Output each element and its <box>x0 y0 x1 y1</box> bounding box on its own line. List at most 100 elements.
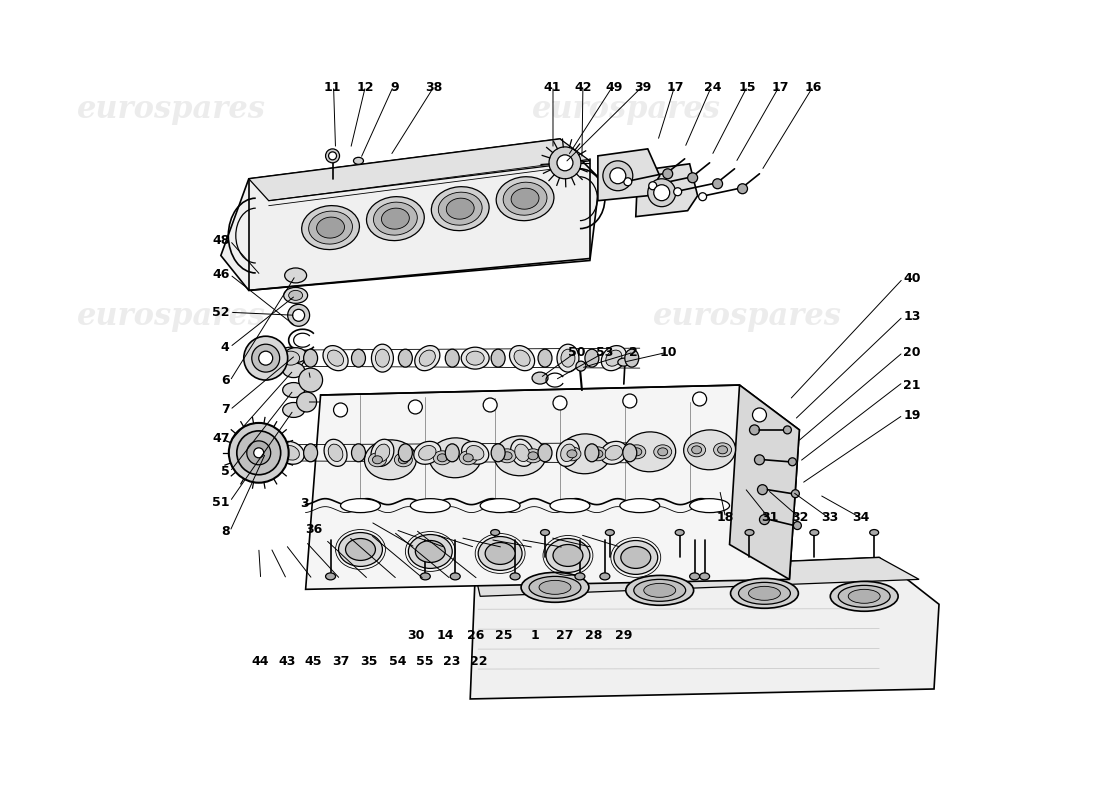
Ellipse shape <box>515 444 529 462</box>
Text: 43: 43 <box>278 655 296 668</box>
Text: 14: 14 <box>437 629 454 642</box>
Ellipse shape <box>605 530 614 535</box>
Ellipse shape <box>559 434 610 474</box>
Ellipse shape <box>600 573 609 580</box>
Circle shape <box>326 149 340 163</box>
Ellipse shape <box>524 449 542 462</box>
Text: 8: 8 <box>221 525 230 538</box>
Circle shape <box>549 147 581 178</box>
Ellipse shape <box>575 573 585 580</box>
Polygon shape <box>470 558 939 699</box>
Ellipse shape <box>561 349 575 367</box>
Ellipse shape <box>634 579 685 602</box>
Text: eurospares: eurospares <box>653 301 842 332</box>
Ellipse shape <box>466 446 484 460</box>
Ellipse shape <box>366 197 425 241</box>
Ellipse shape <box>521 572 588 602</box>
Ellipse shape <box>625 349 639 367</box>
Ellipse shape <box>509 346 535 370</box>
Ellipse shape <box>264 349 277 367</box>
Ellipse shape <box>284 287 308 303</box>
Ellipse shape <box>561 444 575 462</box>
Ellipse shape <box>438 454 448 462</box>
Text: 16: 16 <box>804 81 822 94</box>
Text: 12: 12 <box>356 81 374 94</box>
Ellipse shape <box>585 444 598 462</box>
Text: 36: 36 <box>306 522 323 536</box>
Ellipse shape <box>283 402 305 418</box>
Circle shape <box>236 431 280 474</box>
Ellipse shape <box>538 349 552 367</box>
Ellipse shape <box>375 349 389 367</box>
Ellipse shape <box>328 350 343 366</box>
Text: 6: 6 <box>221 374 230 387</box>
Text: 10: 10 <box>660 346 678 358</box>
Circle shape <box>783 426 791 434</box>
Ellipse shape <box>717 446 727 454</box>
Ellipse shape <box>738 582 791 604</box>
Text: 47: 47 <box>212 432 230 445</box>
Text: 50: 50 <box>568 346 585 358</box>
Circle shape <box>713 178 723 189</box>
Polygon shape <box>475 558 920 596</box>
Circle shape <box>755 455 764 465</box>
Text: 30: 30 <box>407 629 425 642</box>
Text: 29: 29 <box>615 629 632 642</box>
Ellipse shape <box>447 198 474 219</box>
Ellipse shape <box>461 347 490 369</box>
Circle shape <box>297 392 317 412</box>
Ellipse shape <box>628 445 646 458</box>
Ellipse shape <box>446 349 459 367</box>
Ellipse shape <box>745 530 754 535</box>
Ellipse shape <box>557 439 580 466</box>
Text: 28: 28 <box>585 629 603 642</box>
Text: 21: 21 <box>903 379 921 392</box>
Text: 33: 33 <box>822 511 838 525</box>
Ellipse shape <box>848 590 880 603</box>
Ellipse shape <box>285 268 307 283</box>
Ellipse shape <box>684 430 736 470</box>
Ellipse shape <box>838 586 890 607</box>
Circle shape <box>749 425 759 435</box>
Ellipse shape <box>553 545 583 566</box>
Ellipse shape <box>585 349 598 367</box>
Circle shape <box>557 155 573 170</box>
Ellipse shape <box>588 447 607 461</box>
Ellipse shape <box>485 542 515 565</box>
Text: 31: 31 <box>761 511 778 525</box>
Ellipse shape <box>514 350 530 366</box>
Ellipse shape <box>566 450 576 458</box>
Ellipse shape <box>557 344 579 372</box>
Ellipse shape <box>529 576 581 598</box>
Text: 2: 2 <box>629 346 638 358</box>
Text: 24: 24 <box>704 81 722 94</box>
Ellipse shape <box>288 290 302 300</box>
Ellipse shape <box>478 537 522 570</box>
Polygon shape <box>221 139 600 290</box>
Ellipse shape <box>345 538 375 561</box>
Polygon shape <box>636 164 697 217</box>
Text: 11: 11 <box>324 81 341 94</box>
Ellipse shape <box>364 440 416 480</box>
Ellipse shape <box>433 451 451 465</box>
Ellipse shape <box>496 177 554 221</box>
Circle shape <box>293 310 305 322</box>
Ellipse shape <box>538 444 552 462</box>
Ellipse shape <box>352 349 365 367</box>
Ellipse shape <box>870 530 879 535</box>
Circle shape <box>603 161 632 190</box>
Ellipse shape <box>466 351 484 365</box>
Text: 54: 54 <box>388 655 406 668</box>
Ellipse shape <box>631 448 641 456</box>
Text: 41: 41 <box>543 81 561 94</box>
Text: eurospares: eurospares <box>77 301 266 332</box>
Ellipse shape <box>494 436 546 476</box>
Polygon shape <box>249 139 590 201</box>
Ellipse shape <box>326 573 336 580</box>
Ellipse shape <box>620 546 651 569</box>
Ellipse shape <box>446 444 459 462</box>
Circle shape <box>653 185 670 201</box>
Circle shape <box>759 514 769 525</box>
Circle shape <box>252 344 279 372</box>
Ellipse shape <box>601 442 627 464</box>
